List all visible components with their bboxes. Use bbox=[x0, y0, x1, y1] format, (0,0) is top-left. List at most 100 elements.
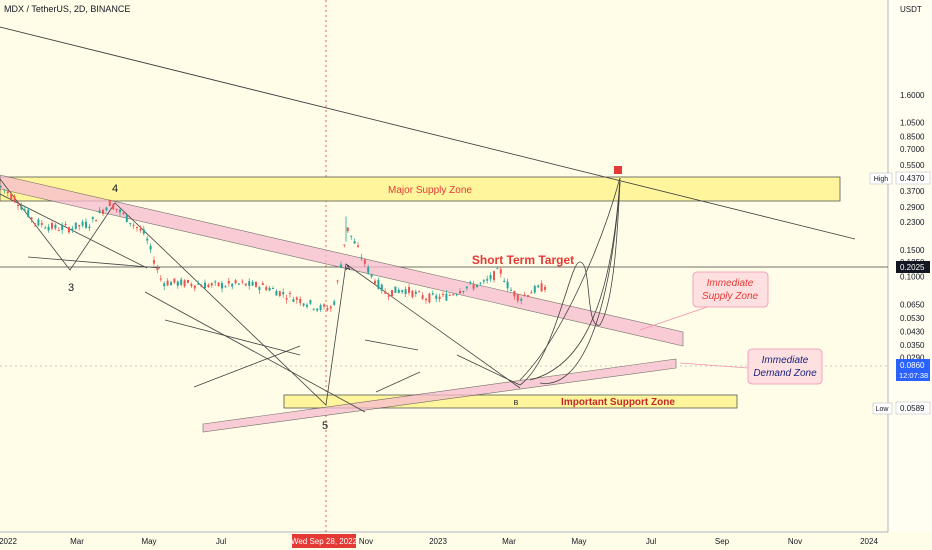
target-marker[interactable] bbox=[614, 166, 622, 174]
candle-body bbox=[435, 295, 438, 299]
current-countdown: 12:07:38 bbox=[899, 371, 928, 380]
candle-body bbox=[414, 291, 417, 294]
candle-body bbox=[214, 281, 217, 283]
callout-demand-pointer bbox=[679, 362, 749, 369]
candle-body bbox=[363, 259, 366, 264]
candle-body bbox=[44, 227, 47, 229]
candle-body bbox=[370, 274, 373, 277]
candle-body bbox=[142, 229, 145, 234]
candle-body bbox=[459, 290, 461, 294]
wave3-base-line bbox=[27, 256, 161, 269]
candle-body bbox=[217, 282, 220, 287]
candle-body bbox=[34, 223, 36, 225]
x-tick-label: Sep bbox=[715, 537, 730, 546]
candlestick-series bbox=[0, 185, 546, 313]
y-tick-label: 0.1000 bbox=[900, 272, 925, 281]
candle-body bbox=[374, 280, 376, 284]
major-supply-zone[interactable] bbox=[0, 176, 841, 202]
candle-body bbox=[387, 295, 390, 297]
candle-body bbox=[74, 222, 77, 229]
projection-paths bbox=[519, 177, 621, 386]
price-label-target[interactable]: 0.2025 bbox=[896, 261, 930, 273]
crosshair-date-label: Wed Sep 28, 2022 bbox=[291, 537, 358, 546]
x-tick-label: Mar bbox=[70, 537, 84, 546]
candle-body bbox=[452, 294, 455, 296]
descending-supply-channel[interactable] bbox=[0, 174, 684, 347]
candle-body bbox=[530, 292, 533, 294]
wave-label-b: B bbox=[514, 400, 519, 407]
candle-body bbox=[61, 225, 64, 231]
candle-body bbox=[428, 293, 431, 303]
y-tick-label: 0.0350 bbox=[900, 341, 925, 350]
candle-body bbox=[431, 293, 434, 295]
x-tick-label: 2023 bbox=[429, 537, 447, 546]
candle-body bbox=[258, 287, 261, 290]
candle-body bbox=[85, 221, 87, 228]
candle-body bbox=[353, 241, 356, 244]
candle-body bbox=[489, 275, 492, 280]
candle-body bbox=[418, 291, 421, 293]
x-tick-label: Nov bbox=[359, 537, 373, 546]
callout-supply-box[interactable] bbox=[692, 271, 769, 308]
callout-demand-box[interactable] bbox=[747, 348, 823, 385]
candle-body bbox=[476, 284, 478, 288]
current-value: 0.0860 bbox=[900, 361, 925, 370]
candle-body bbox=[462, 290, 465, 292]
long-downtrend-line[interactable] bbox=[0, 26, 856, 240]
candle-body bbox=[510, 289, 512, 291]
y-tick-label: 0.0290 bbox=[900, 353, 925, 362]
x-tick-label: Jul bbox=[216, 537, 226, 546]
candle-body bbox=[176, 281, 179, 286]
candle-body bbox=[122, 213, 125, 215]
candle-body bbox=[146, 238, 149, 241]
candle-body bbox=[465, 286, 468, 289]
abc-lower bbox=[375, 371, 421, 393]
candle-body bbox=[411, 290, 414, 298]
short-term-target-label: Short Term Target bbox=[472, 253, 574, 267]
candle-body bbox=[105, 207, 108, 211]
high-tag: High bbox=[874, 176, 889, 183]
candle-body bbox=[404, 289, 407, 295]
high-value: 0.4370 bbox=[900, 174, 925, 183]
candle-body bbox=[153, 260, 155, 264]
candle-body bbox=[210, 283, 213, 286]
candle-body bbox=[425, 298, 427, 301]
symbol-title: MDX / TetherUS, 2D, BINANCE bbox=[4, 4, 130, 14]
y-tick-label: 0.2300 bbox=[900, 218, 925, 227]
price-label-high[interactable]: High 0.4370 bbox=[869, 171, 931, 185]
candle-body bbox=[10, 193, 13, 200]
candle-body bbox=[129, 222, 132, 225]
projection-path-1 bbox=[519, 261, 601, 386]
candle-body bbox=[394, 286, 397, 293]
candle-body bbox=[482, 280, 485, 282]
price-label-current[interactable]: 0.0860 12:07:38 bbox=[896, 359, 930, 381]
candle-body bbox=[299, 298, 302, 304]
wave-structure-lines bbox=[0, 178, 521, 413]
candle-body bbox=[102, 209, 104, 215]
candle-body bbox=[302, 303, 305, 306]
price-axis-ticks: 1.6000 1.0500 0.8500 0.7000 0.5500 0.3700 0.29… bbox=[900, 5, 925, 375]
low-tag-box bbox=[872, 402, 893, 415]
candle-body bbox=[265, 287, 268, 290]
candle-body bbox=[486, 279, 489, 281]
candle-body bbox=[380, 284, 383, 291]
price-label-low[interactable]: Low 0.0589 bbox=[872, 401, 931, 415]
y-tick-label: 0.1500 bbox=[900, 246, 925, 255]
candle-body bbox=[23, 209, 26, 211]
projection-path-4 bbox=[539, 181, 621, 384]
y-axis-unit: USDT bbox=[900, 5, 922, 14]
candle-body bbox=[292, 299, 295, 302]
candle-body bbox=[190, 283, 193, 287]
candle-body bbox=[516, 294, 519, 301]
candle-body bbox=[455, 294, 458, 296]
ascending-demand-channel[interactable] bbox=[202, 358, 677, 433]
y-tick-label: 0.0650 bbox=[900, 301, 925, 310]
candle-body bbox=[0, 186, 2, 188]
candle-body bbox=[537, 285, 540, 288]
candle-body bbox=[442, 294, 444, 296]
candle-body bbox=[159, 278, 162, 280]
y-tick-label: 1.6000 bbox=[900, 91, 925, 100]
candle-body bbox=[221, 283, 223, 289]
candle-body bbox=[289, 293, 291, 295]
